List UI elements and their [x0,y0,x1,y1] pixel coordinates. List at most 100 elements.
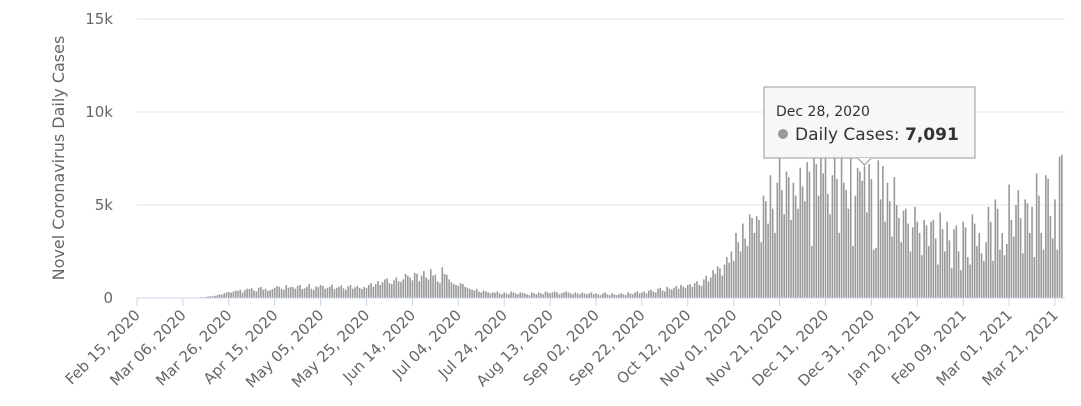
tooltip-series: Daily Cases: [795,125,900,145]
bar [260,286,262,298]
bar [746,245,749,298]
bar [732,260,735,298]
bar [1042,249,1045,298]
bar [404,273,407,298]
bar [960,270,962,298]
bar [225,292,228,298]
bar [569,293,572,298]
bar [849,156,852,298]
bar [280,288,283,298]
bar [441,267,444,298]
bar [627,292,629,298]
bar [957,251,960,298]
bar [521,292,524,298]
bar [439,283,441,298]
bar [934,238,937,298]
bar [726,257,728,298]
bar [540,293,542,298]
bar [916,221,919,298]
bar [498,293,501,298]
bar [574,292,577,298]
bar [322,285,324,298]
bar [583,293,586,298]
bar [1054,199,1056,298]
bar [836,178,838,298]
bar [402,279,405,298]
bar [1012,236,1015,298]
bar [244,290,246,298]
bar [728,262,730,298]
bar [817,195,820,298]
bar [349,284,352,298]
bar [781,190,783,298]
bar [480,292,483,298]
bar [794,195,797,298]
bar [902,210,905,298]
bar [563,292,565,298]
bar [312,289,315,298]
tooltip-value: 7,091 [905,125,959,145]
bar [989,221,992,298]
bar [365,287,368,298]
bar [271,289,274,298]
bar [216,295,219,298]
bar [709,277,712,298]
bar [1015,205,1017,298]
y-axis-label: Novel Coronavirus Daily Cases [49,36,68,281]
bar [547,292,549,298]
bar [494,292,496,298]
bar [872,249,875,298]
bar [703,279,705,298]
bar [301,289,304,298]
bar [820,154,822,298]
bar [478,291,480,298]
bar [969,264,971,298]
bar [923,219,925,298]
y-tick-label: 15k [85,10,113,28]
bar [524,293,526,298]
tooltip-marker [778,129,788,139]
bar [393,280,395,298]
bar [287,287,290,298]
bar [1033,257,1036,298]
bar [927,245,930,298]
bar [877,160,880,298]
bar [645,293,648,298]
bar [586,294,588,298]
bar [751,218,753,298]
bar [567,292,570,298]
bar [721,275,724,298]
bar [248,289,251,298]
bar [425,277,427,298]
bar [884,221,886,298]
bar [707,281,710,298]
bar [432,275,434,298]
bar [1045,175,1047,298]
bar [767,223,769,298]
bar [641,292,643,298]
bar [886,182,889,298]
bar [753,232,756,298]
bar [335,287,338,298]
bar [413,272,416,298]
bar [999,249,1001,298]
bar [822,173,825,298]
bar [1003,255,1006,298]
bar [434,274,437,298]
bar [602,293,604,298]
bar [737,242,740,298]
bar [868,164,870,298]
tooltip: Dec 28, 2020 Daily Cases: 7,091 [763,86,976,166]
bar [668,288,671,298]
bar [654,292,657,298]
bar [292,287,294,298]
bar [367,284,370,298]
bar [895,205,898,298]
bar [634,292,636,298]
bar [937,264,939,298]
bar [1006,244,1008,298]
bar [673,287,675,298]
bar [278,286,281,298]
bar [530,292,533,298]
